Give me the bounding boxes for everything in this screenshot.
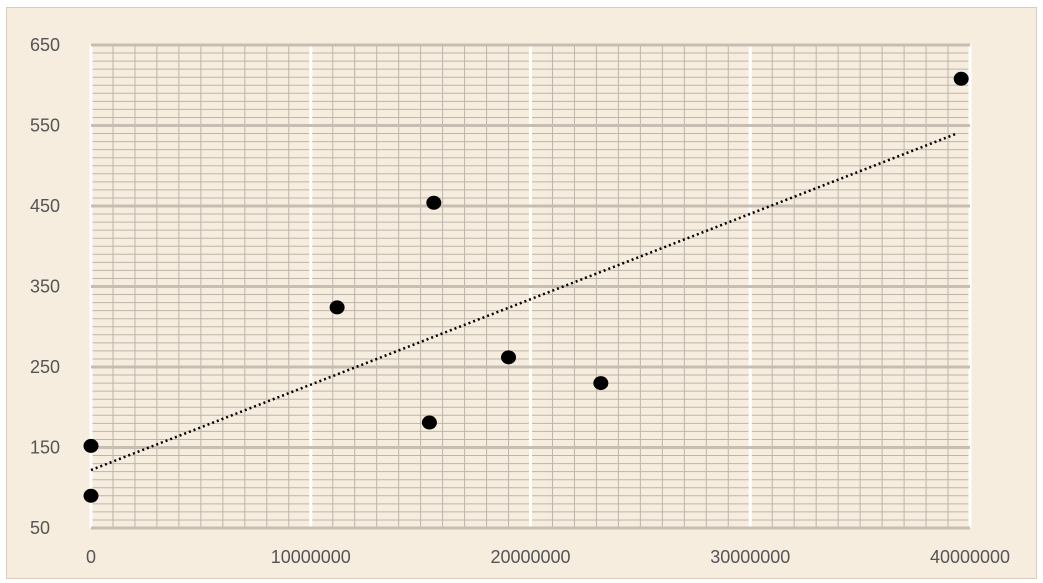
y-tick-label: 550 [30, 116, 60, 136]
x-tick-label: 0 [86, 547, 96, 567]
data-point [426, 195, 442, 210]
data-point [421, 415, 437, 430]
data-point [593, 376, 609, 391]
y-tick-label: 250 [30, 357, 60, 377]
x-tick-label: 10000000 [271, 547, 351, 567]
y-tick-label: 450 [30, 196, 60, 216]
chart-area [6, 7, 1037, 579]
x-axis-tick-labels: 0 10000000 20000000 30000000 40000000 [86, 547, 1010, 567]
data-points [83, 71, 969, 503]
trendline-group [90, 132, 958, 472]
data-point [83, 488, 99, 503]
grid-lines [89, 43, 972, 530]
data-point [501, 350, 517, 365]
x-tick-label: 30000000 [710, 547, 790, 567]
x-tick-label: 20000000 [490, 547, 570, 567]
data-point [329, 300, 345, 315]
trendline [90, 132, 958, 472]
y-tick-label: 650 [30, 35, 60, 55]
y-tick-label: 150 [30, 438, 60, 458]
y-tick-label: 50 [30, 518, 50, 538]
data-point [953, 71, 969, 86]
y-tick-label: 350 [30, 277, 60, 297]
data-point [83, 438, 99, 453]
y-axis-tick-labels: 50 150 250 350 450 550 650 [30, 35, 60, 538]
x-tick-label: 40000000 [930, 547, 1010, 567]
